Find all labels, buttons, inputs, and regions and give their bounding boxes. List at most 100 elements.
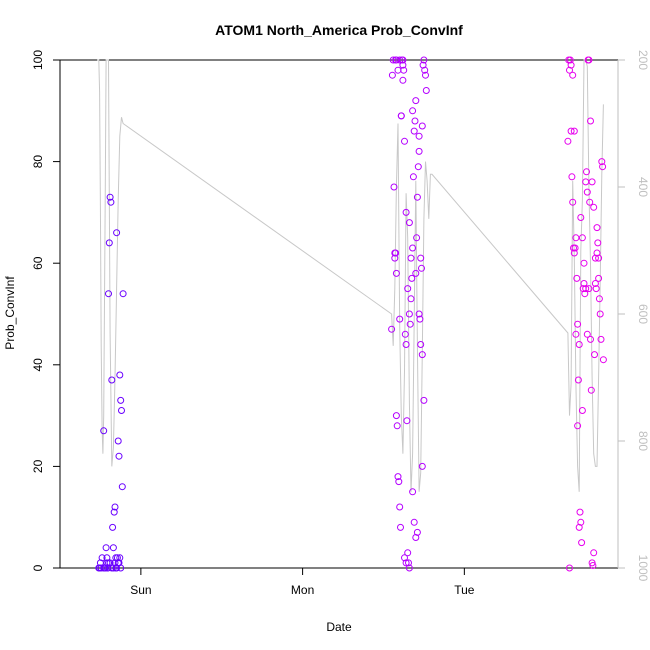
data-point — [407, 295, 415, 303]
data-point — [110, 508, 118, 516]
data-point — [595, 295, 603, 303]
data-point — [116, 554, 124, 562]
secondary-tick-label: 600 — [636, 304, 650, 324]
data-point — [116, 371, 124, 379]
data-point — [585, 285, 593, 293]
data-point — [582, 285, 590, 293]
data-point — [588, 178, 596, 186]
data-point — [100, 564, 108, 572]
data-point — [402, 341, 410, 348]
data-point — [416, 315, 424, 323]
data-point — [599, 356, 607, 364]
line-series — [97, 59, 604, 492]
secondary-tick-label: 200 — [636, 50, 650, 70]
plot-frame — [59, 59, 619, 569]
data-point — [392, 412, 400, 420]
data-point — [587, 117, 594, 125]
data-point — [111, 503, 119, 511]
secondary-tick-label: 800 — [636, 431, 650, 451]
data-point — [580, 259, 588, 267]
data-point — [422, 71, 429, 79]
data-point — [421, 66, 429, 74]
data-point — [409, 244, 417, 252]
data-point — [409, 107, 417, 115]
data-point — [590, 549, 598, 557]
data-point — [100, 427, 108, 435]
data-point — [115, 452, 123, 460]
data-point — [402, 559, 410, 567]
data-point — [404, 549, 412, 557]
data-point — [404, 285, 412, 293]
data-point — [106, 193, 114, 201]
data-point — [575, 523, 583, 531]
data-point — [596, 310, 604, 318]
data-point — [574, 320, 582, 328]
data-point — [410, 127, 418, 135]
data-point — [405, 219, 413, 227]
secondary-y-axis: 200 400 600 800 1000 — [617, 50, 650, 582]
x-axis: Sun Mon Tue — [130, 568, 475, 597]
data-point — [412, 97, 420, 105]
data-point — [591, 254, 599, 262]
data-point — [402, 208, 410, 216]
y-axis: 0 20 40 60 80 100 — [31, 50, 60, 571]
data-point — [108, 564, 116, 572]
data-point — [418, 351, 426, 359]
data-point — [408, 274, 416, 282]
data-point — [571, 244, 579, 252]
data-point — [570, 127, 578, 135]
data-point — [102, 544, 110, 552]
data-point — [409, 173, 417, 181]
data-point — [117, 396, 125, 404]
data-point — [583, 188, 591, 196]
series-line — [97, 59, 604, 492]
data-point — [578, 407, 586, 414]
data-point — [581, 290, 589, 298]
data-point — [415, 310, 423, 318]
data-point — [118, 407, 125, 414]
data-point — [418, 462, 426, 470]
data-point — [393, 422, 401, 430]
data-point — [399, 76, 407, 84]
data-point — [592, 285, 600, 293]
data-point — [593, 224, 601, 232]
data-point — [405, 310, 413, 318]
data-point — [577, 214, 585, 221]
data-point — [388, 325, 396, 333]
data-point — [410, 518, 418, 526]
data-point — [414, 163, 422, 171]
data-point — [573, 274, 581, 282]
y-tick-label: 20 — [31, 459, 45, 473]
data-point — [595, 254, 603, 262]
data-point — [109, 544, 117, 552]
data-point — [413, 193, 421, 201]
data-point — [586, 198, 594, 206]
data-point — [583, 330, 591, 338]
data-point — [105, 290, 112, 298]
data-point — [98, 554, 106, 562]
data-point — [587, 386, 595, 394]
data-point — [422, 87, 430, 94]
data-point — [119, 290, 127, 298]
data-point — [570, 249, 578, 257]
y-tick-label: 0 — [31, 564, 45, 571]
data-point — [401, 330, 409, 338]
data-point — [585, 56, 593, 64]
x-tick-label: Mon — [291, 583, 314, 597]
data-point — [396, 315, 404, 323]
data-point — [566, 564, 573, 572]
data-point — [597, 335, 605, 343]
data-point — [591, 280, 599, 287]
data-point — [564, 137, 572, 145]
data-point — [591, 351, 598, 359]
data-point — [418, 264, 425, 272]
x-axis-label: Date — [326, 620, 352, 634]
data-point — [598, 158, 606, 166]
y-tick-label: 40 — [31, 358, 45, 372]
data-point — [394, 473, 402, 481]
data-point — [409, 488, 417, 496]
data-point — [406, 320, 414, 328]
data-point — [599, 163, 607, 171]
data-point — [397, 112, 405, 120]
